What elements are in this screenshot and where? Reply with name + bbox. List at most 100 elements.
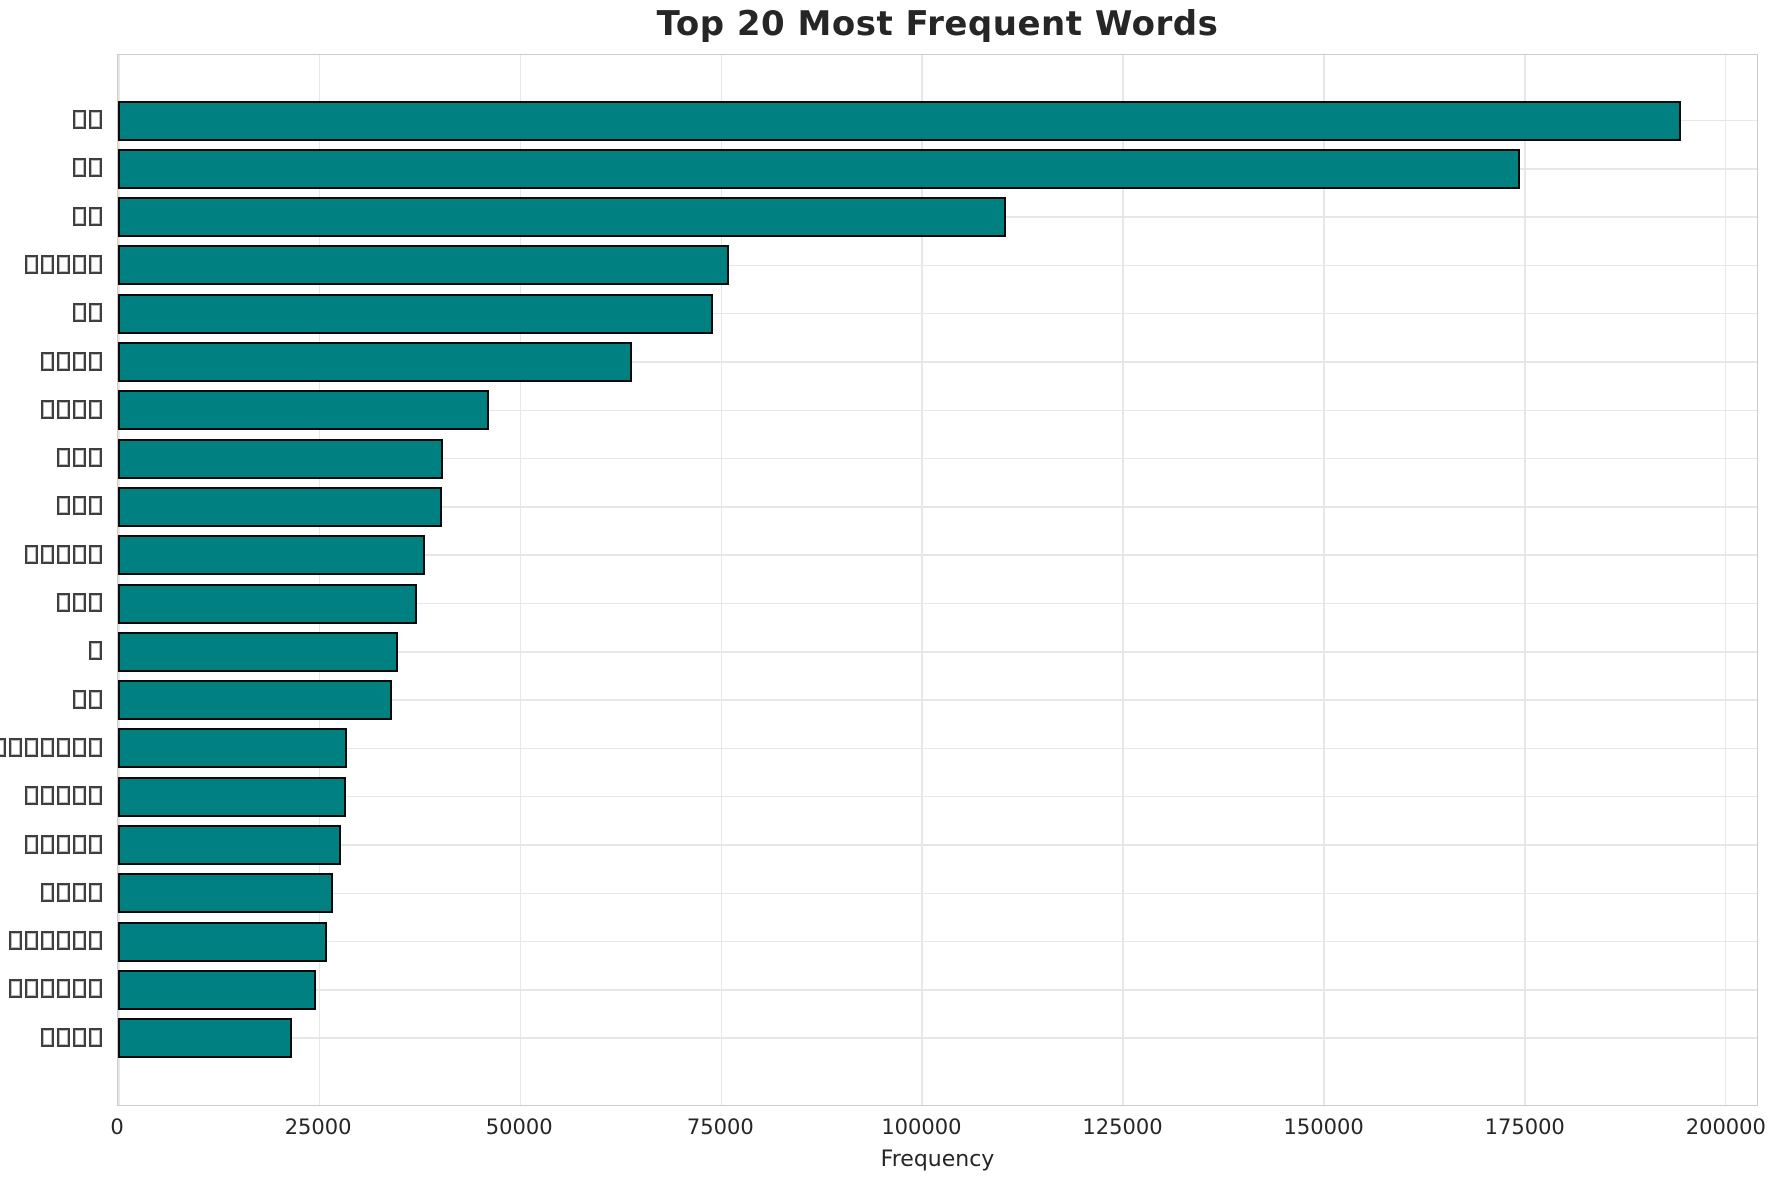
x-tick-label: 100000 <box>881 1115 962 1139</box>
bar <box>118 631 398 672</box>
tofu-glyph <box>89 979 102 999</box>
tofu-glyph <box>25 786 38 806</box>
tofu-glyph <box>89 399 102 419</box>
x-tick-label: 0 <box>110 1115 124 1139</box>
tofu-glyph <box>41 399 54 419</box>
y-tick-label <box>25 834 102 854</box>
tofu-glyph <box>41 882 54 902</box>
y-tick-label <box>0 737 102 757</box>
tofu-glyph <box>41 1027 54 1047</box>
tofu-glyph <box>57 593 70 612</box>
x-axis: 0 25000 50000 75000 100000 125000 150000 175000… <box>0 1115 1779 1145</box>
y-tick-label <box>41 399 102 419</box>
tofu-glyph <box>73 737 86 757</box>
bar <box>118 197 1006 238</box>
y-tick-label <box>57 448 102 468</box>
bar <box>118 100 1681 141</box>
tofu-glyph <box>9 979 22 999</box>
bar <box>118 148 1520 189</box>
y-tick-label <box>25 254 102 274</box>
bar <box>118 873 333 914</box>
tofu-glyph <box>57 544 70 564</box>
gridline-x <box>1323 55 1325 1105</box>
tofu-glyph <box>73 593 86 612</box>
y-tick-label <box>57 496 102 516</box>
bar <box>118 438 443 479</box>
bar <box>118 776 347 817</box>
tofu-glyph <box>25 931 38 951</box>
tofu-glyph <box>89 110 102 129</box>
gridline-y <box>118 989 1757 991</box>
y-tick-label <box>73 110 102 130</box>
tofu-glyph <box>89 931 102 951</box>
tofu-glyph <box>89 254 102 274</box>
gridline-y <box>118 651 1757 653</box>
y-tick-label <box>41 882 102 902</box>
gridline-y <box>118 1037 1757 1039</box>
y-tick-label <box>73 689 102 709</box>
gridline-x <box>1724 55 1727 1105</box>
tofu-glyph <box>41 931 54 951</box>
bar <box>118 390 490 431</box>
y-tick-label <box>73 206 102 226</box>
gridline-y <box>118 554 1757 556</box>
tofu-glyph <box>73 303 86 323</box>
tofu-glyph <box>41 737 54 757</box>
tofu-glyph <box>89 689 102 709</box>
tofu-glyph <box>0 737 6 757</box>
y-tick-label <box>41 1027 102 1047</box>
tofu-glyph <box>9 737 22 757</box>
tofu-glyph <box>41 351 54 371</box>
tofu-glyph <box>73 399 86 419</box>
gridline-y <box>118 602 1757 605</box>
gridline-x <box>1122 55 1124 1105</box>
bar <box>118 680 392 721</box>
tofu-glyph <box>89 834 102 854</box>
tofu-glyph <box>73 254 86 274</box>
bar <box>118 921 327 962</box>
tofu-glyph <box>57 786 70 806</box>
tofu-glyph <box>25 737 38 757</box>
x-tick-label: 75000 <box>686 1115 754 1139</box>
bar-layer <box>118 55 1757 1105</box>
tofu-glyph <box>73 496 86 516</box>
gridline-y <box>118 361 1757 363</box>
y-tick-label <box>73 303 102 323</box>
tofu-glyph <box>73 206 86 226</box>
gridline-x <box>1524 55 1526 1105</box>
y-tick-label <box>41 351 102 371</box>
tofu-glyph <box>41 786 54 806</box>
x-tick-label: 150000 <box>1283 1115 1364 1139</box>
gridline-x <box>720 55 723 1105</box>
gridline-y <box>118 457 1757 460</box>
y-tick-label <box>89 641 102 661</box>
gridline-y <box>118 409 1757 412</box>
x-axis-label: Frequency <box>880 1147 995 1172</box>
tofu-glyph <box>57 931 70 951</box>
tofu-glyph <box>41 979 54 999</box>
tofu-glyph <box>89 786 102 806</box>
tofu-glyph <box>25 544 38 564</box>
tofu-glyph <box>73 158 86 178</box>
tofu-glyph <box>57 737 70 757</box>
chart-title: Top 20 Most Frequent Words <box>656 4 1219 44</box>
y-tick-label <box>57 593 102 613</box>
tofu-glyph <box>73 351 86 371</box>
tofu-glyph <box>57 399 70 419</box>
x-tick-label: 25000 <box>284 1115 352 1139</box>
tofu-glyph <box>57 882 70 902</box>
tofu-glyph <box>41 254 54 274</box>
y-tick-label <box>73 158 102 178</box>
tofu-glyph <box>25 834 38 854</box>
tofu-glyph <box>89 448 102 468</box>
tofu-glyph <box>57 834 70 854</box>
gridline-x <box>318 55 321 1105</box>
gridline-y <box>118 312 1757 315</box>
x-tick-label: 50000 <box>485 1115 553 1139</box>
tofu-glyph <box>73 979 86 999</box>
y-tick-label <box>9 931 102 951</box>
tofu-glyph <box>9 931 22 951</box>
bar <box>118 583 417 624</box>
tofu-glyph <box>57 448 70 468</box>
tofu-glyph <box>73 448 86 468</box>
